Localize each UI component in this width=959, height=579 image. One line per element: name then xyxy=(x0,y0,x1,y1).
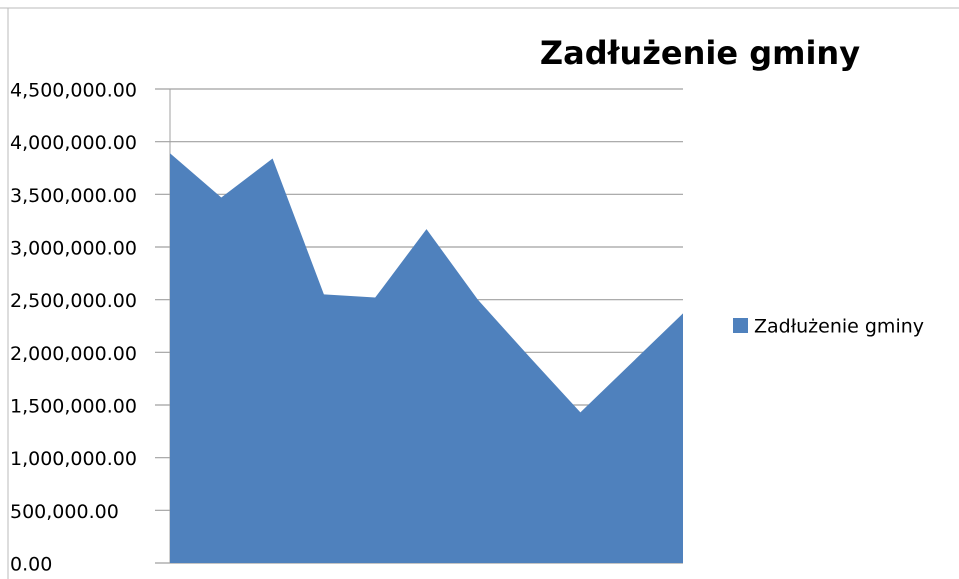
y-tick-label: 3,000,000.00 xyxy=(10,238,137,260)
y-tick-label: 4,000,000.00 xyxy=(10,132,137,154)
y-tick-label: 0.00 xyxy=(10,554,52,576)
y-tick-label: 2,500,000.00 xyxy=(10,290,137,312)
y-tick-label: 2,000,000.00 xyxy=(10,343,137,365)
y-tick-label: 500,000.00 xyxy=(10,501,119,523)
y-tick-label: 1,000,000.00 xyxy=(10,448,137,470)
chart-title: Zadłużenie gminy xyxy=(540,34,860,72)
legend-swatch xyxy=(733,318,748,333)
legend-label: Zadłużenie gminy xyxy=(754,316,924,338)
area xyxy=(170,153,683,563)
y-tick-label: 3,500,000.00 xyxy=(10,185,137,207)
y-tick-label: 4,500,000.00 xyxy=(10,80,137,102)
y-tick-label: 1,500,000.00 xyxy=(10,396,137,418)
